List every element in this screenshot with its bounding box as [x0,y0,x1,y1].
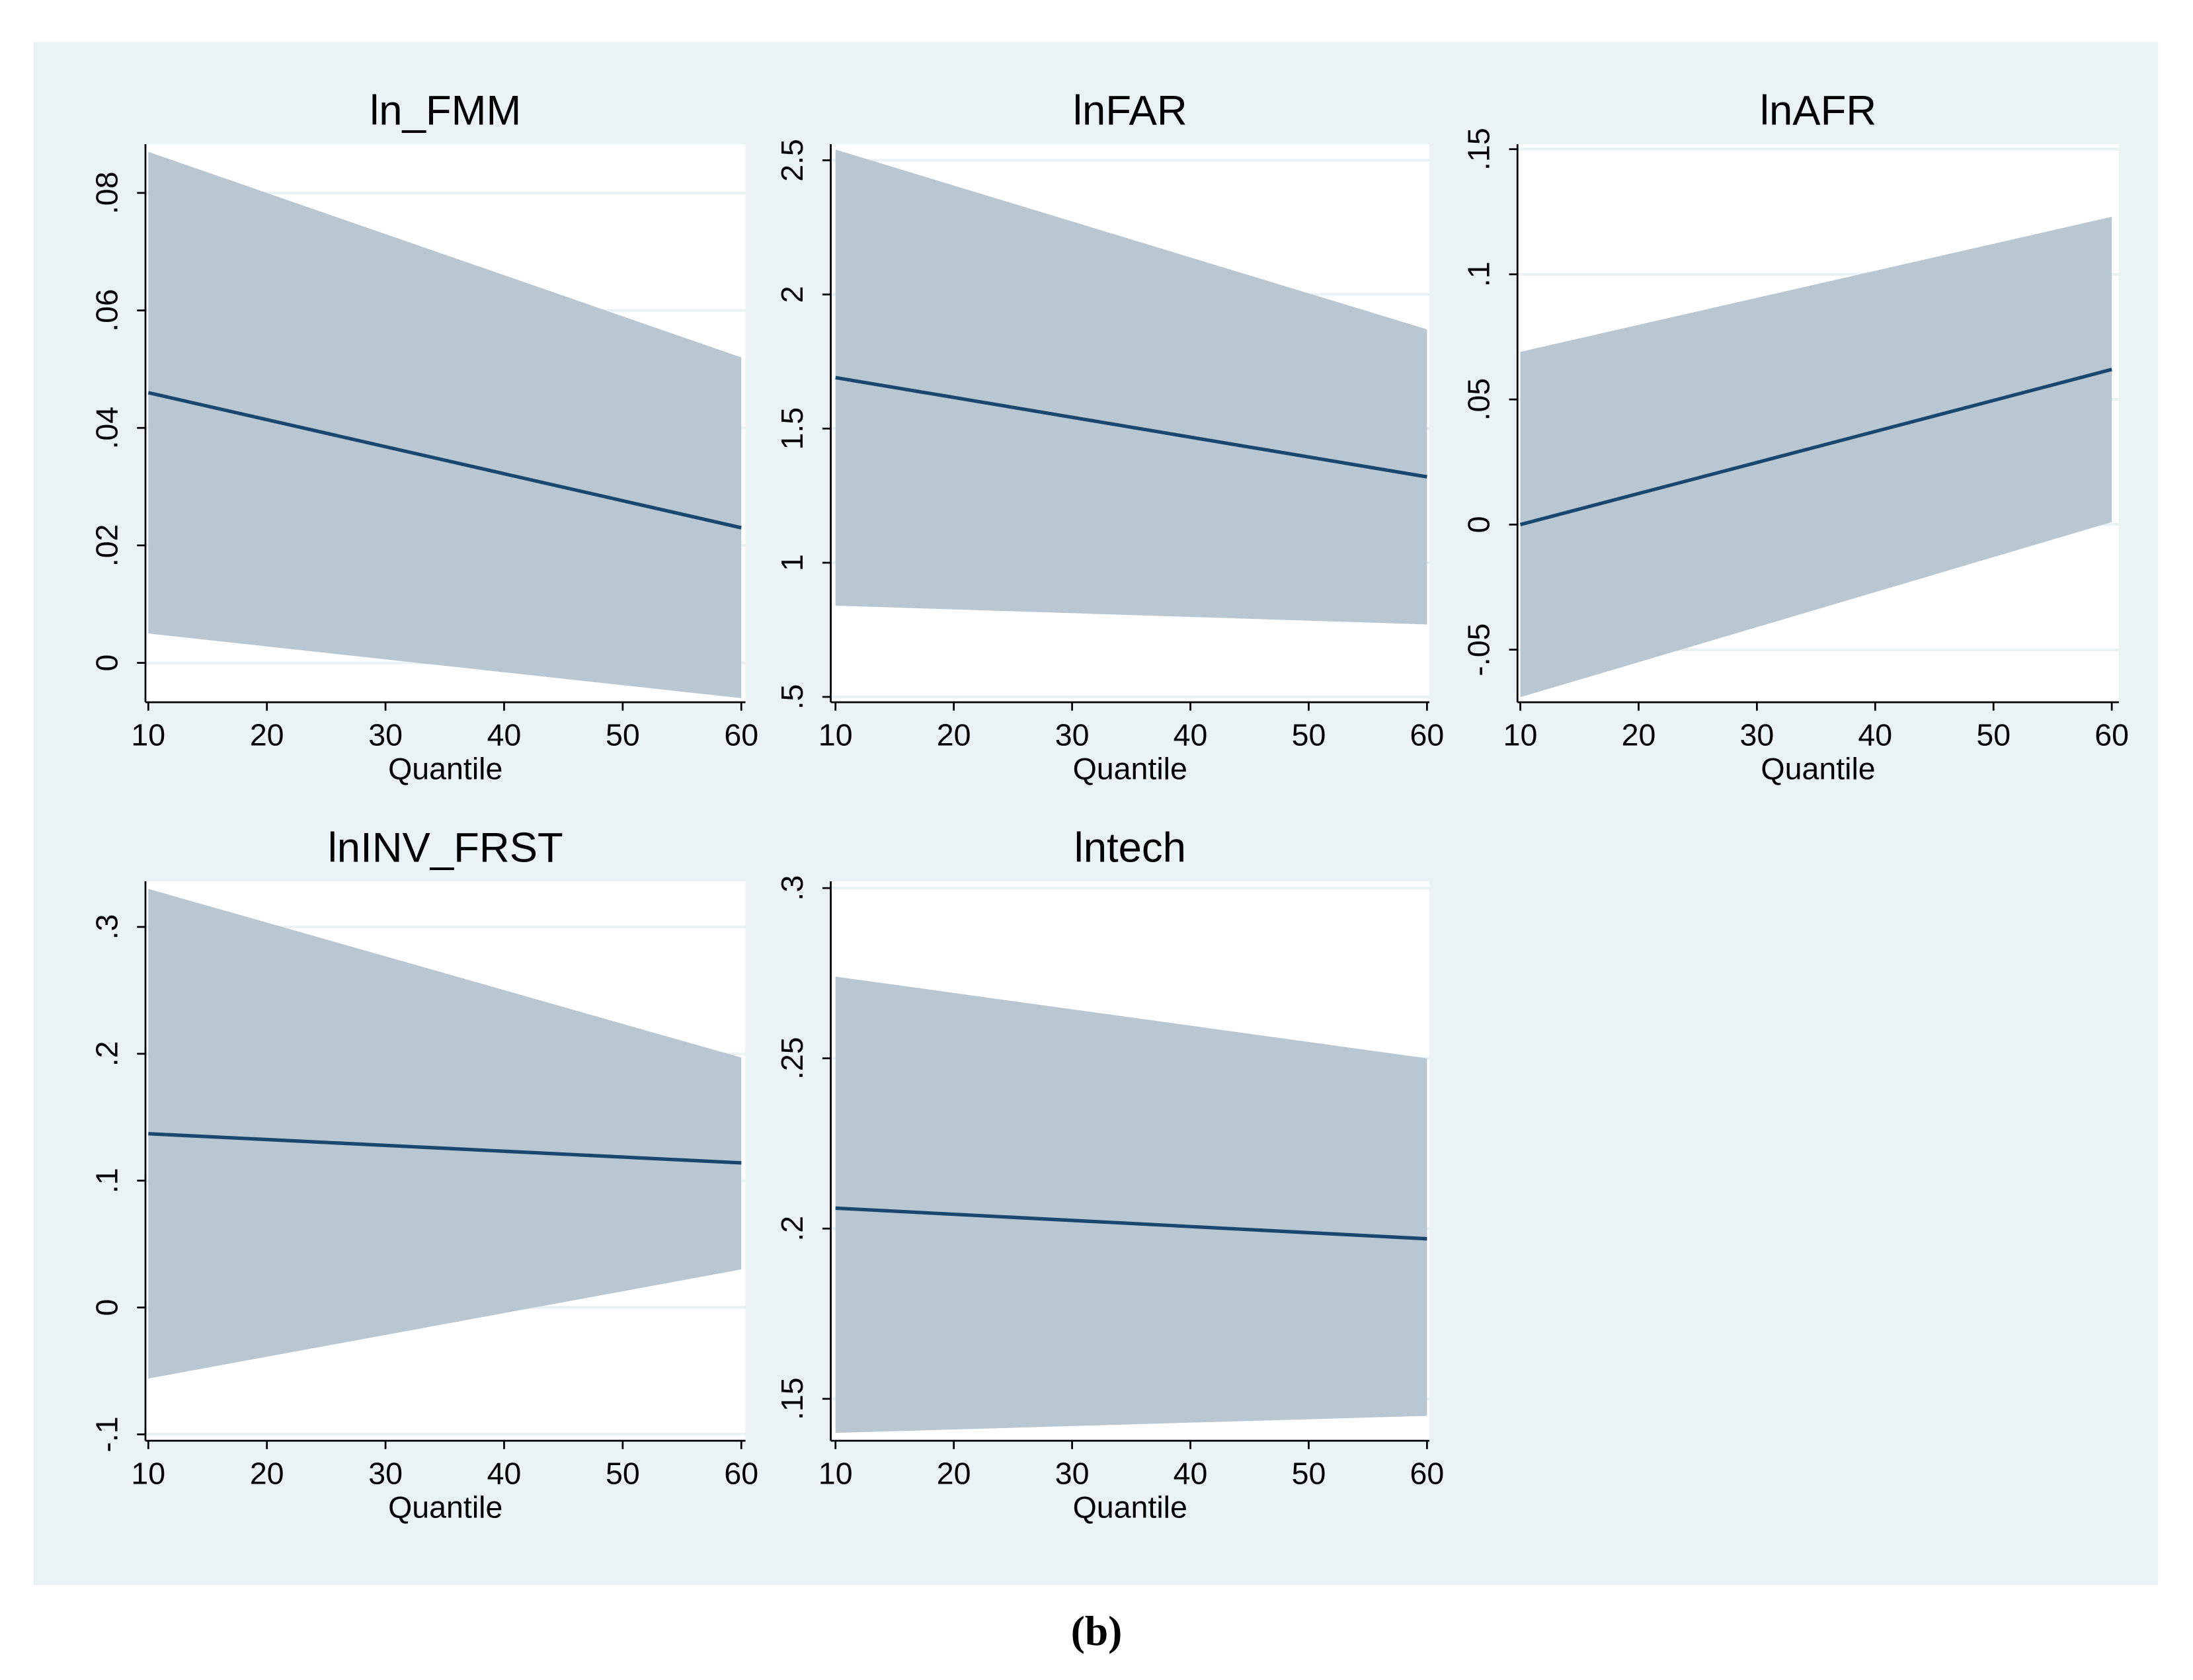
y-tick-label: .15 [1462,128,1496,171]
x-axis-label: Quantile [1761,751,1875,785]
x-tick-label: 50 [1292,718,1326,752]
y-tick-label: 2.5 [775,139,809,182]
x-tick-label: 50 [1976,718,2011,752]
y-tick-label: 2 [775,286,809,303]
x-tick-label: 50 [606,718,640,752]
estimate-line [835,1206,1427,1241]
y-tick-label: 1 [775,554,809,571]
y-tick-label: .2 [89,1041,124,1066]
chart-title: lnINV_FRST [328,824,563,871]
y-tick-label: .25 [775,1037,809,1080]
x-tick-label: 20 [937,718,971,752]
y-tick-label: .3 [89,914,124,940]
x-axis-label: Quantile [1073,1490,1187,1524]
y-tick-label: .5 [775,684,809,710]
x-tick-label: 10 [131,718,165,752]
x-tick-label: 60 [1410,1457,1445,1491]
estimate-line [148,1132,742,1165]
y-tick-label: .06 [89,289,124,332]
x-tick-label: 20 [250,718,284,752]
x-tick-label: 60 [2094,718,2129,752]
x-tick-label: 40 [487,1457,522,1491]
x-tick-label: 10 [818,1457,853,1491]
x-tick-label: 60 [724,1457,758,1491]
x-tick-label: 40 [1174,718,1208,752]
x-tick-label: 50 [606,1457,640,1491]
x-tick-label: 10 [818,718,853,752]
y-tick-label: .2 [775,1216,809,1242]
x-tick-label: 40 [1174,1457,1208,1491]
x-tick-label: 40 [1858,718,1892,752]
x-tick-label: 20 [250,1457,284,1491]
x-tick-label: 60 [1410,718,1445,752]
y-tick-label: .04 [89,407,124,450]
chart-title: lntech [1074,824,1186,871]
chart-title: lnAFR [1760,87,1876,134]
x-tick-label: 40 [487,718,522,752]
confidence-band [148,151,742,698]
caption: (b) [1071,1607,1123,1654]
y-tick-label: -.1 [89,1416,124,1452]
confidence-band [835,149,1427,625]
confidence-band [835,977,1427,1433]
x-tick-label: 10 [1503,718,1538,752]
y-tick-label: .05 [1462,378,1496,421]
chart-title: lnFAR [1073,87,1187,134]
y-tick-label: 0 [89,1299,124,1316]
estimate-line [147,391,742,530]
estimate-line [1519,368,2112,526]
y-tick-label: .1 [1462,261,1496,287]
y-tick-label: 1.5 [775,407,809,450]
x-tick-label: 50 [1292,1457,1326,1491]
y-tick-label: -.05 [1462,623,1496,676]
x-tick-label: 30 [368,1457,403,1491]
y-tick-label: .15 [775,1377,809,1420]
x-axis-label: Quantile [1073,751,1187,785]
x-tick-label: 10 [131,1457,165,1491]
y-tick-label: .1 [89,1168,124,1193]
y-tick-label: .08 [89,171,124,214]
y-tick-label: .02 [89,524,124,567]
y-tick-label: 0 [89,655,124,672]
chart-title: ln_FMM [370,87,521,134]
x-tick-label: 20 [1622,718,1656,752]
x-tick-label: 30 [1055,718,1090,752]
y-tick-label: .3 [775,875,809,901]
x-tick-label: 30 [368,718,403,752]
x-tick-label: 30 [1740,718,1774,752]
estimate-line [835,376,1427,479]
confidence-band [148,889,742,1379]
x-axis-label: Quantile [388,1490,502,1524]
x-axis-label: Quantile [388,751,502,785]
x-tick-label: 20 [937,1457,971,1491]
x-tick-label: 30 [1055,1457,1090,1491]
confidence-band [1520,216,2112,698]
y-tick-label: 0 [1462,516,1496,533]
x-tick-label: 60 [724,718,758,752]
